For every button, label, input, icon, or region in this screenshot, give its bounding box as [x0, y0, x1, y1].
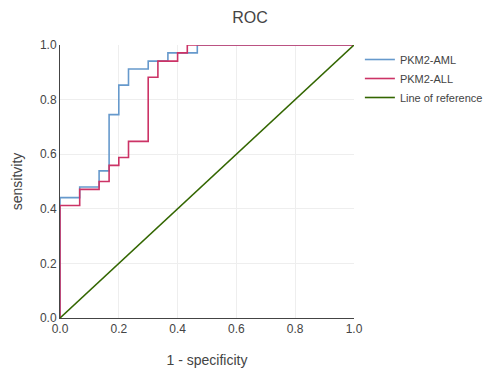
- svg-text:0.2: 0.2: [40, 257, 57, 271]
- svg-text:0.6: 0.6: [40, 147, 57, 161]
- svg-text:PKM2-AML: PKM2-AML: [400, 54, 456, 66]
- svg-text:sensitvity: sensitvity: [9, 153, 25, 211]
- svg-text:Line of reference: Line of reference: [400, 92, 483, 104]
- svg-text:0.8: 0.8: [287, 322, 304, 336]
- svg-text:0.6: 0.6: [228, 322, 245, 336]
- svg-text:0.8: 0.8: [40, 93, 57, 107]
- svg-text:0.4: 0.4: [169, 322, 186, 336]
- svg-text:0.0: 0.0: [40, 311, 57, 325]
- svg-text:PKM2-ALL: PKM2-ALL: [400, 73, 453, 85]
- svg-text:1.0: 1.0: [346, 322, 363, 336]
- svg-text:1 - specificity: 1 - specificity: [167, 352, 248, 368]
- svg-text:0.4: 0.4: [40, 202, 57, 216]
- svg-text:0.0: 0.0: [52, 322, 69, 336]
- svg-text:1.0: 1.0: [40, 38, 57, 52]
- svg-text:0.2: 0.2: [110, 322, 127, 336]
- svg-text:ROC: ROC: [232, 9, 268, 26]
